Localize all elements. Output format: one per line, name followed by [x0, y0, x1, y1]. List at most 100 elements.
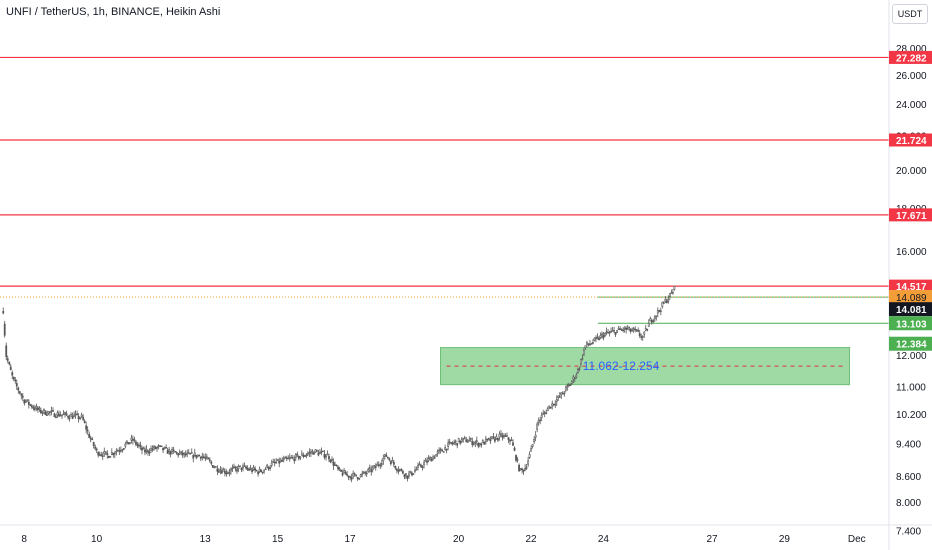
candle-body	[507, 437, 510, 440]
candle-body	[423, 462, 425, 466]
candle-body	[153, 445, 155, 449]
candle-body	[492, 436, 495, 438]
candle-body	[44, 411, 47, 415]
candle-body	[3, 323, 6, 336]
candle-body	[316, 450, 318, 452]
candle-body	[546, 408, 549, 412]
candle-body	[637, 330, 640, 332]
candle-body	[605, 331, 608, 333]
candle-body	[294, 453, 297, 458]
candle-body	[543, 412, 546, 414]
candle-body	[145, 448, 148, 451]
candle-body	[667, 299, 670, 302]
candle-body	[326, 453, 329, 456]
candle-body	[430, 458, 433, 462]
candle-body	[466, 441, 469, 443]
candle-body	[308, 451, 311, 454]
candle-body	[180, 451, 183, 453]
candle-body	[172, 449, 175, 452]
candle-body	[395, 468, 398, 471]
candle-body	[276, 458, 279, 462]
candle-body	[175, 451, 178, 454]
candle-body	[9, 366, 12, 371]
candle-body	[638, 333, 641, 336]
candle-body	[50, 410, 53, 412]
candle-body	[379, 464, 382, 467]
candle-body	[426, 461, 428, 463]
candle-body	[85, 425, 88, 430]
candle-body	[257, 471, 260, 475]
candle-body	[498, 433, 501, 438]
zone-rect	[440, 347, 851, 386]
candle-body	[305, 454, 308, 457]
y-tick-label: 28.000	[896, 44, 927, 55]
candle-body	[531, 444, 534, 447]
candle-body	[462, 437, 465, 440]
candle-body	[47, 411, 50, 414]
candle-body	[484, 438, 487, 442]
candle-body	[376, 463, 379, 467]
candle-body	[451, 442, 454, 445]
candle-body	[52, 410, 54, 412]
candle-body	[527, 460, 530, 465]
candle-body	[441, 449, 444, 452]
resistance-price-label: 21.724	[896, 136, 927, 147]
candle-body	[240, 467, 243, 470]
candle-body	[536, 423, 539, 430]
candle-body	[67, 415, 69, 418]
candle-body	[107, 455, 110, 459]
candle-body	[599, 335, 602, 338]
candle-body	[567, 384, 570, 386]
candle-body	[12, 376, 15, 380]
candle-body	[528, 453, 531, 458]
candle-body	[248, 469, 250, 471]
candle-body	[448, 441, 451, 444]
candle-body	[91, 438, 94, 441]
candle-body	[572, 376, 575, 380]
candle-body	[586, 342, 588, 345]
candle-body	[6, 358, 9, 361]
y-tick-label: 26.000	[896, 71, 927, 82]
candle-body	[408, 473, 410, 477]
candle-body	[314, 449, 317, 453]
candle-body	[373, 465, 376, 467]
candle-body	[576, 369, 579, 373]
candle-body	[575, 374, 578, 378]
y-tick-label: 8.000	[896, 498, 921, 509]
candle-body	[530, 448, 533, 452]
candle-body	[613, 330, 615, 332]
candle-body	[186, 452, 189, 455]
x-tick-label: 10	[91, 534, 103, 545]
candle-body	[196, 454, 199, 457]
candle-body	[237, 466, 240, 469]
candle-body	[234, 466, 237, 469]
currency-button[interactable]: USDT	[892, 4, 928, 24]
y-tick-label: 10.200	[896, 410, 927, 421]
candle-body	[284, 457, 287, 459]
candle-body	[100, 454, 103, 456]
candle-body	[245, 466, 247, 469]
candle-body	[144, 449, 146, 453]
candle-body	[106, 452, 109, 455]
candle-body	[412, 473, 415, 475]
candle-body	[533, 439, 536, 443]
candle-body	[255, 470, 258, 472]
candle-body	[380, 463, 383, 465]
candle-body	[189, 453, 192, 455]
candle-body	[133, 439, 136, 441]
candle-body	[275, 462, 278, 464]
candle-body	[26, 399, 29, 401]
support-price-label: 12.384	[896, 340, 927, 351]
candle-body	[198, 454, 201, 457]
candle-body	[593, 337, 596, 341]
candle-body	[552, 403, 555, 406]
candle-body	[332, 462, 335, 466]
candle-body	[65, 413, 68, 416]
candle-body	[160, 445, 163, 448]
candle-body	[641, 336, 644, 338]
candle-body	[623, 326, 626, 329]
candle-body	[104, 451, 107, 453]
candle-body	[263, 469, 266, 472]
candle-body	[579, 359, 582, 365]
